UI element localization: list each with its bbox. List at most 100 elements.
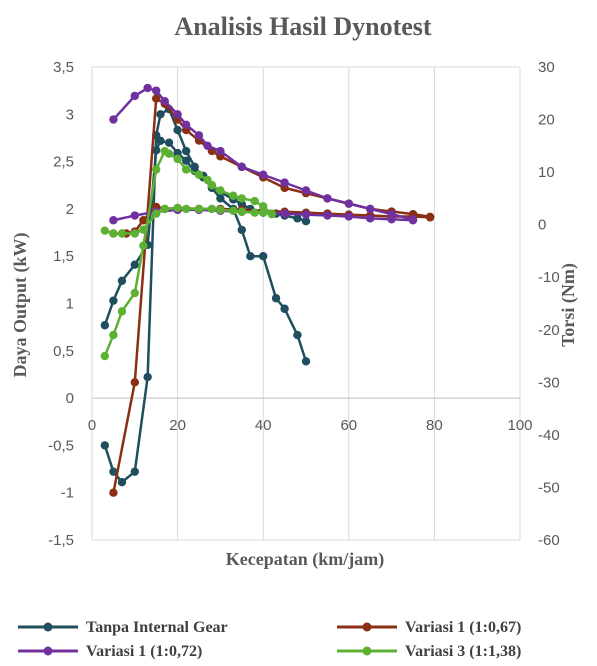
power-point xyxy=(293,214,302,223)
power-point xyxy=(323,211,332,220)
power-point xyxy=(267,209,276,218)
y2-axis-ticks: -60 -50 -40 -30 -20 -10 0 10 20 30 xyxy=(538,59,560,549)
power-point xyxy=(387,215,396,224)
torque-point xyxy=(143,372,152,382)
power-point xyxy=(173,203,182,213)
legend-entry: Variasi 1 (1:0,67) xyxy=(337,619,521,636)
torque-point xyxy=(117,477,127,487)
legend: Tanpa Internal Gear Variasi 1 (1:0,67) Var… xyxy=(18,619,521,660)
torque-point xyxy=(194,170,204,179)
torque-point xyxy=(229,191,238,200)
torque-point xyxy=(203,141,212,151)
torque-line xyxy=(103,149,273,357)
torque-point xyxy=(216,146,225,156)
y2-tick-label: 30 xyxy=(538,59,555,76)
torque-point xyxy=(130,91,139,101)
torque-point xyxy=(173,110,182,119)
y-tick-label: 0,5 xyxy=(53,343,74,360)
power-point xyxy=(152,146,161,155)
y-tick-label: 3 xyxy=(66,106,74,123)
torque-point xyxy=(117,307,127,316)
x-tick-label: 20 xyxy=(169,417,186,434)
torque-point xyxy=(280,304,289,313)
torque-point xyxy=(194,131,204,140)
series-lines xyxy=(100,83,435,497)
torque-point xyxy=(130,378,139,387)
power-point xyxy=(280,209,289,218)
y2-tick-label: -10 xyxy=(538,269,560,286)
torque-point xyxy=(344,199,353,208)
legend-swatch-marker xyxy=(362,646,372,656)
torque-point xyxy=(293,330,302,340)
torque-point xyxy=(271,294,281,303)
x-axis-ticks: 0 20 40 60 80 100 xyxy=(88,417,533,434)
y-tick-label: 2,5 xyxy=(53,154,74,171)
torque-point xyxy=(160,96,169,106)
power-point xyxy=(109,296,118,305)
torque-point xyxy=(181,120,191,130)
legend-label: Variasi 3 (1:1,38) xyxy=(405,643,521,660)
power-point xyxy=(344,212,353,221)
legend-entry: Variasi 1 (1:0,72) xyxy=(18,643,202,660)
legend-swatch-marker xyxy=(43,646,53,656)
torque-point xyxy=(173,125,182,135)
torque-point xyxy=(216,186,225,195)
torque-point xyxy=(259,170,268,179)
torque-point xyxy=(250,196,259,206)
legend-swatch-marker xyxy=(43,622,53,632)
grid-lines xyxy=(91,66,521,541)
torque-point xyxy=(246,252,255,261)
torque-point xyxy=(207,181,217,190)
power-point xyxy=(139,225,148,234)
power-point xyxy=(164,138,174,147)
y2-tick-label: -40 xyxy=(538,427,560,444)
power-point xyxy=(194,204,204,214)
power-point xyxy=(152,209,161,218)
power-point xyxy=(160,204,169,214)
torque-point xyxy=(237,225,246,235)
power-point xyxy=(229,206,238,215)
y-tick-label: 1 xyxy=(66,296,74,313)
torque-point xyxy=(216,194,225,203)
power-point xyxy=(130,211,139,220)
torque-point xyxy=(259,252,268,261)
y2-axis-label: Torsi (Nm) xyxy=(558,263,579,347)
power-point xyxy=(139,216,148,225)
legend-label: Tanpa Internal Gear xyxy=(86,619,228,636)
legend-entry: Tanpa Internal Gear xyxy=(18,619,228,636)
torque-point xyxy=(301,186,311,195)
power-point xyxy=(109,216,118,225)
x-axis-label: Kecepatan (km/jam) xyxy=(226,549,384,570)
torque-point xyxy=(130,288,139,298)
power-point xyxy=(100,321,110,330)
y-tick-label: 2 xyxy=(66,201,74,218)
torque-point xyxy=(152,94,161,103)
torque-point xyxy=(100,441,110,450)
torque-point xyxy=(130,467,139,476)
torque-point xyxy=(109,488,118,497)
y-tick-label: 1,5 xyxy=(53,248,74,265)
power-point xyxy=(130,229,139,238)
power-point xyxy=(408,216,418,225)
torque-point xyxy=(323,194,332,203)
torque-point xyxy=(301,357,311,366)
power-point xyxy=(301,216,311,226)
torque-point xyxy=(173,154,182,164)
torque-point xyxy=(181,146,191,156)
torque-point xyxy=(280,178,289,187)
power-point xyxy=(237,207,246,216)
power-point xyxy=(250,208,259,217)
x-tick-label: 80 xyxy=(426,417,443,434)
y-axis-label: Daya Output (kW) xyxy=(10,232,31,377)
legend-entry: Variasi 3 (1:1,38) xyxy=(337,643,521,660)
series-1 xyxy=(109,94,435,497)
torque-point xyxy=(152,86,161,95)
chart-title: Analisis Hasil Dynotest xyxy=(174,12,431,41)
y2-tick-label: -30 xyxy=(538,374,560,391)
power-point xyxy=(100,226,110,235)
x-tick-label: 0 xyxy=(88,417,96,434)
x-tick-label: 40 xyxy=(255,417,272,434)
y-tick-label: -0,5 xyxy=(48,437,74,454)
y-tick-label: -1,5 xyxy=(48,532,74,549)
y-tick-label: 3,5 xyxy=(53,59,74,76)
